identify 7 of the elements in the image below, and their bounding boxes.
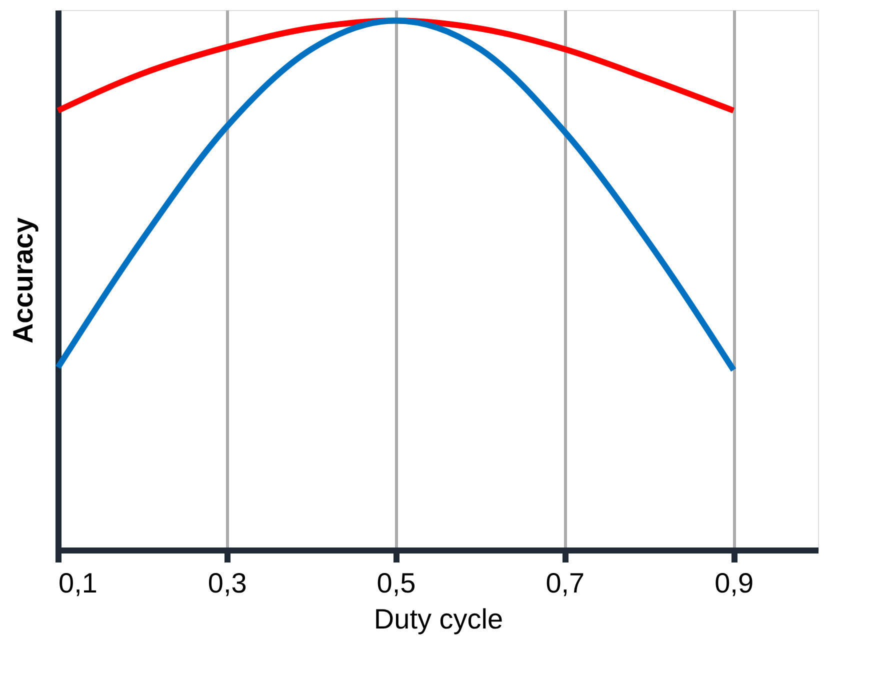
x-tick-label: 0,3 (208, 568, 247, 598)
x-tick-label: 0,7 (546, 568, 585, 598)
x-tick-label: 0,1 (58, 568, 98, 598)
x-tick-label: 0,9 (714, 568, 754, 598)
y-axis-title: Accuracy (8, 217, 38, 344)
x-axis-title: Duty cycle (374, 604, 504, 634)
x-tick-label: 0,5 (376, 568, 416, 598)
